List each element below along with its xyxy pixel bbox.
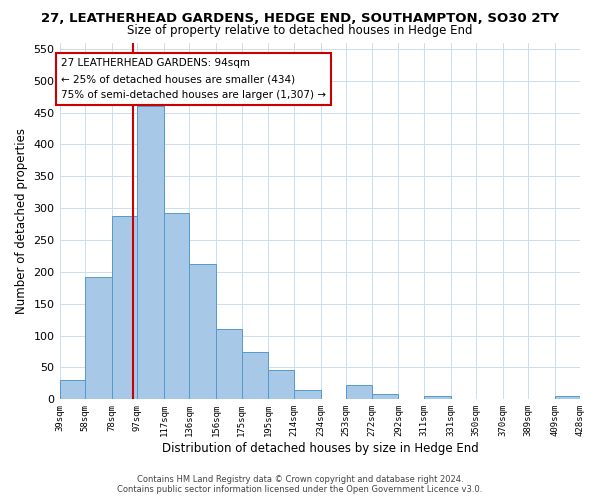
Bar <box>294 390 320 400</box>
Bar <box>242 352 268 400</box>
Bar <box>216 329 242 400</box>
Bar <box>346 386 371 400</box>
Bar <box>268 370 294 400</box>
Text: 27, LEATHERHEAD GARDENS, HEDGE END, SOUTHAMPTON, SO30 2TY: 27, LEATHERHEAD GARDENS, HEDGE END, SOUT… <box>41 12 559 24</box>
Bar <box>555 396 580 400</box>
X-axis label: Distribution of detached houses by size in Hedge End: Distribution of detached houses by size … <box>161 442 478 455</box>
Text: Size of property relative to detached houses in Hedge End: Size of property relative to detached ho… <box>127 24 473 37</box>
Bar <box>137 106 164 400</box>
Text: Contains HM Land Registry data © Crown copyright and database right 2024.
Contai: Contains HM Land Registry data © Crown c… <box>118 474 482 494</box>
Bar <box>85 277 112 400</box>
Bar <box>164 214 190 400</box>
Y-axis label: Number of detached properties: Number of detached properties <box>15 128 28 314</box>
Bar <box>112 216 137 400</box>
Bar <box>371 394 398 400</box>
Bar <box>424 396 451 400</box>
Text: 27 LEATHERHEAD GARDENS: 94sqm
← 25% of detached houses are smaller (434)
75% of : 27 LEATHERHEAD GARDENS: 94sqm ← 25% of d… <box>61 58 326 100</box>
Bar <box>190 264 216 400</box>
Bar <box>59 380 85 400</box>
